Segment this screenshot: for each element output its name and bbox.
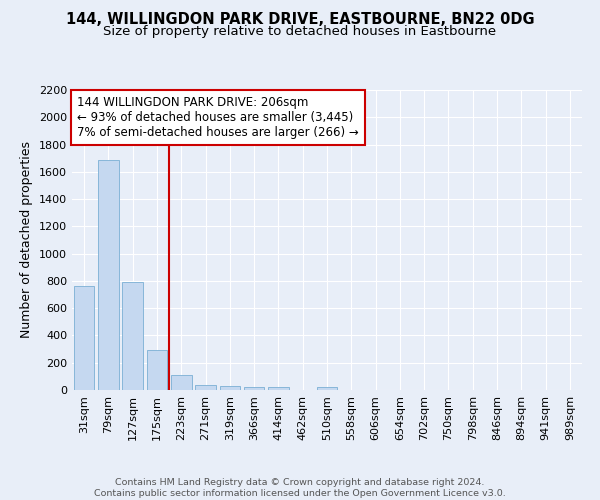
- Bar: [244, 386, 265, 390]
- Bar: [220, 386, 240, 390]
- Bar: [171, 375, 191, 390]
- Text: Contains HM Land Registry data © Crown copyright and database right 2024.
Contai: Contains HM Land Registry data © Crown c…: [94, 478, 506, 498]
- Bar: [122, 282, 143, 390]
- Bar: [268, 388, 289, 390]
- Bar: [74, 286, 94, 390]
- Text: 144, WILLINGDON PARK DRIVE, EASTBOURNE, BN22 0DG: 144, WILLINGDON PARK DRIVE, EASTBOURNE, …: [65, 12, 535, 28]
- Bar: [317, 388, 337, 390]
- Bar: [98, 160, 119, 390]
- Text: Size of property relative to detached houses in Eastbourne: Size of property relative to detached ho…: [103, 25, 497, 38]
- Bar: [195, 384, 216, 390]
- Text: 144 WILLINGDON PARK DRIVE: 206sqm
← 93% of detached houses are smaller (3,445)
7: 144 WILLINGDON PARK DRIVE: 206sqm ← 93% …: [77, 96, 359, 139]
- Bar: [146, 350, 167, 390]
- Y-axis label: Number of detached properties: Number of detached properties: [20, 142, 34, 338]
